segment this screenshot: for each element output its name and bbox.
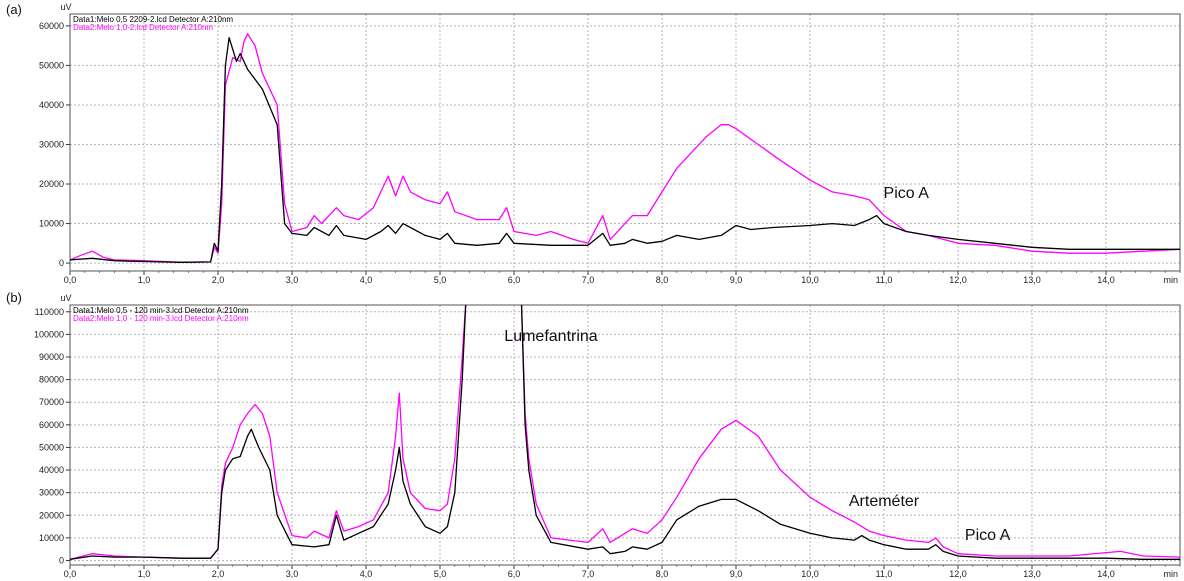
y-tick-label: 50000 xyxy=(39,442,64,452)
x-tick-label: 6,0 xyxy=(508,569,521,579)
y-tick-label: 20000 xyxy=(39,179,64,189)
y-tick-label: 110000 xyxy=(35,307,64,317)
y-tick-label: 50000 xyxy=(39,60,64,70)
peak-annotation: Pico A xyxy=(884,185,930,202)
y-tick-label: 10000 xyxy=(39,533,64,543)
y-tick-label: 90000 xyxy=(39,352,64,362)
x-tick-label: 2,0 xyxy=(212,275,225,285)
series-line-1 xyxy=(70,305,1180,560)
x-tick-label: 12,0 xyxy=(949,275,967,285)
panel-b: 0 10000 20000 30000 40000 50000 60000 70000 8000… xyxy=(6,290,1181,579)
legend-entry-2: Data2:Melo 1,0 - 120 min-3.lcd Detector … xyxy=(73,314,249,323)
peak-annotation: Arteméter xyxy=(849,493,920,510)
y-tick-label: 0 xyxy=(59,555,64,565)
x-tick-label: 5,0 xyxy=(434,569,447,579)
y-tick-label: 70000 xyxy=(39,397,64,407)
x-tick-label: 3,0 xyxy=(286,569,299,579)
x-unit-label: min xyxy=(1163,275,1178,285)
x-tick-label: 13,0 xyxy=(1023,275,1041,285)
series-line-2 xyxy=(70,305,1180,560)
x-tick-label: 4,0 xyxy=(360,569,373,579)
y-tick-label: 100000 xyxy=(34,329,64,339)
y-unit-label: uV xyxy=(60,2,71,12)
y-tick-label: 40000 xyxy=(39,465,64,475)
y-tick-label: 20000 xyxy=(39,510,64,520)
x-tick-label: 5,0 xyxy=(434,275,447,285)
x-unit-label: min xyxy=(1163,569,1178,579)
x-tick-label: 0,0 xyxy=(64,569,77,579)
x-tick-label: 3,0 xyxy=(286,275,299,285)
x-tick-label: 1,0 xyxy=(138,569,151,579)
y-tick-label: 0 xyxy=(59,258,64,268)
y-tick-label: 30000 xyxy=(39,139,64,149)
x-tick-label: 9,0 xyxy=(730,275,743,285)
y-tick-label: 60000 xyxy=(39,420,64,430)
x-tick-label: 11,0 xyxy=(876,275,893,285)
x-tick-label: 14,0 xyxy=(1097,275,1115,285)
panel-label: (b) xyxy=(6,290,22,305)
legend-entry-1: Data1:Melo 0,5 2209-2.lcd Detector A:210… xyxy=(73,15,233,24)
x-tick-label: 13,0 xyxy=(1023,569,1041,579)
plot-frame xyxy=(69,304,1181,566)
y-tick-label: 80000 xyxy=(39,375,64,385)
x-tick-label: 1,0 xyxy=(138,275,151,285)
y-tick-label: 40000 xyxy=(39,100,64,110)
peak-annotation: Lumefantrina xyxy=(504,328,597,345)
y-unit-label: uV xyxy=(60,293,71,303)
x-tick-label: 9,0 xyxy=(730,569,743,579)
x-tick-label: 8,0 xyxy=(656,569,669,579)
panel-label: (a) xyxy=(6,2,22,17)
y-tick-label: 60000 xyxy=(39,21,64,31)
y-tick-label: 10000 xyxy=(39,219,64,229)
legend-entry-1: Data1:Melo 0,5 - 120 min-3.lcd Detector … xyxy=(73,306,249,315)
x-tick-label: 7,0 xyxy=(582,569,595,579)
panel-a: 0 10000 20000 30000 40000 50000 60000 0,0 1,0 2,0… xyxy=(6,2,1181,285)
x-tick-label: 0,0 xyxy=(64,275,77,285)
plot-frame xyxy=(69,13,1181,272)
x-tick-label: 10,0 xyxy=(801,569,819,579)
peak-annotation: Pico A xyxy=(965,527,1011,544)
x-tick-label: 14,0 xyxy=(1097,569,1115,579)
x-tick-label: 6,0 xyxy=(508,275,521,285)
x-tick-label: 12,0 xyxy=(949,569,967,579)
x-tick-label: 2,0 xyxy=(212,569,225,579)
x-tick-label: 7,0 xyxy=(582,275,595,285)
series-line-2 xyxy=(70,33,1180,263)
legend-entry-2: Data2:Melo 1,0-2.lcd Detector A:210nm xyxy=(73,23,213,32)
y-tick-label: 30000 xyxy=(39,488,64,498)
series-line-1 xyxy=(70,37,1180,263)
x-tick-label: 8,0 xyxy=(656,275,669,285)
x-tick-label: 4,0 xyxy=(360,275,373,285)
x-tick-label: 11,0 xyxy=(876,569,893,579)
x-tick-label: 10,0 xyxy=(801,275,819,285)
